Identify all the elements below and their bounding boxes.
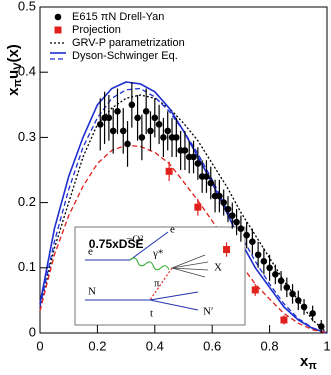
legend-marker: [54, 13, 62, 21]
data-point: [280, 316, 288, 324]
data-point: [243, 231, 250, 239]
data-point: [309, 310, 316, 317]
y-tick-label: 0.2: [18, 194, 36, 209]
data-point: [164, 127, 172, 135]
data-point: [272, 271, 279, 278]
plot-frame: [39, 6, 328, 334]
y-tick-label: 0.5: [18, 0, 36, 13]
data-point: [173, 134, 180, 141]
curve-annotation: 0.75xDSE: [89, 237, 144, 251]
x-tick-label: 0.8: [261, 338, 279, 353]
data-point: [300, 303, 308, 311]
inset-label: X: [214, 262, 222, 274]
data-point: [160, 134, 167, 141]
y-axis-label: xπuV(x): [5, 44, 24, 96]
data-point: [266, 264, 273, 272]
y-tick-label: 0.4: [18, 64, 36, 79]
data-point: [128, 101, 136, 109]
inset-label: t: [150, 308, 153, 320]
inset-label: γ*: [152, 248, 163, 260]
y-label-part: u: [5, 70, 22, 79]
data-point: [138, 134, 146, 141]
inset-frame: [74, 226, 246, 326]
data-point: [289, 290, 296, 298]
data-point: [147, 127, 154, 135]
data-point: [109, 127, 117, 135]
x-label-sub: π: [308, 360, 317, 372]
data-point: [216, 192, 223, 200]
legend-label: E615 πN Drell-Yan: [72, 11, 164, 23]
pion-line: [149, 267, 173, 301]
inset: e −Q² γ* e X π N t N′: [74, 224, 246, 326]
legend-label: Dyson-Schwinger Eq.: [72, 50, 178, 62]
inset-label: −Q²: [126, 234, 144, 246]
x-axis-label: xπ: [300, 353, 317, 372]
data-point: [165, 167, 173, 175]
data-point: [105, 114, 113, 122]
inset-label: e: [170, 224, 175, 236]
x-label-part: x: [300, 353, 309, 370]
y-tick-label: 0: [29, 324, 36, 339]
hadron-fan: [171, 254, 209, 278]
data-point: [194, 203, 202, 211]
x-tick-label: 0.6: [203, 338, 221, 353]
data-point: [317, 323, 325, 330]
data-point: [119, 127, 127, 135]
data-point: [254, 251, 262, 259]
y-tick-label: 0.1: [18, 259, 36, 274]
data-point: [295, 297, 302, 304]
y-tick-label: 0.3: [18, 129, 36, 144]
legend-label: Projection: [72, 24, 121, 36]
curve: [39, 87, 328, 334]
data-point: [277, 277, 285, 285]
data-point: [181, 147, 189, 154]
data-point: [155, 121, 163, 128]
data-point: [151, 114, 159, 122]
nucleon-line: [149, 291, 199, 301]
data-point: [224, 205, 232, 213]
data-point: [124, 140, 131, 148]
data-point: [114, 108, 121, 115]
curve: [39, 144, 328, 334]
data-point: [207, 179, 215, 187]
inset-label: N: [88, 286, 96, 298]
data-point: [190, 153, 197, 161]
data-point: [283, 284, 291, 291]
data-point: [228, 212, 236, 219]
legend-label: GRV-P parametrization: [72, 37, 185, 49]
x-tick-label: 0.4: [146, 338, 164, 353]
data-point: [233, 218, 240, 226]
data-point: [194, 160, 202, 167]
data-point: [237, 225, 245, 232]
x-tick-label: 0.2: [88, 338, 106, 353]
inset-label: π: [154, 278, 160, 290]
data-point: [223, 246, 231, 254]
photon-line: [129, 257, 170, 271]
inset-label: e: [88, 246, 93, 258]
data-point: [203, 173, 210, 180]
curve: [39, 94, 328, 334]
x-tick-label: 0: [36, 338, 43, 353]
data-point: [260, 257, 268, 265]
data-point: [142, 108, 150, 115]
data-point: [134, 114, 141, 122]
y-label-part: x: [5, 87, 22, 96]
data-point: [220, 199, 227, 206]
y-label-part: (x): [5, 44, 22, 62]
y-label-sub: π: [12, 78, 24, 87]
x-tick-label: 1: [323, 338, 330, 353]
legend-marker: [54, 26, 62, 34]
y-label-sub: V: [12, 62, 24, 70]
inset-label: N′: [203, 306, 213, 318]
data-point: [96, 121, 104, 128]
data-point: [251, 286, 259, 294]
data-point: [249, 238, 256, 246]
